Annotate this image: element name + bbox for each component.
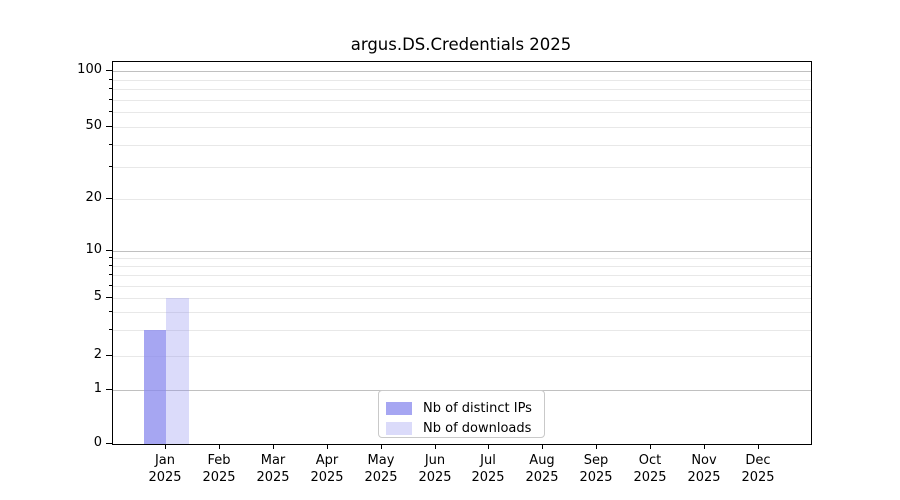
chart-title: argus.DS.Credentials 2025 — [350, 35, 572, 54]
x-tick-mark-nov — [704, 444, 705, 449]
gridline-y-60 — [113, 112, 811, 113]
legend-entry-distinct-ips: Nb of distinct IPs — [386, 398, 544, 418]
x-tick-label-jun: Jun 2025 — [418, 453, 452, 485]
x-tick-label-nov: Nov 2025 — [687, 453, 721, 485]
legend-entry-downloads: Nb of downloads — [386, 418, 544, 438]
y-tick-label-2: 2 — [93, 347, 102, 362]
y-tick-mark-2 — [106, 355, 112, 356]
y-minor-tick-mark-60 — [109, 111, 112, 112]
x-tick-label-apr: Apr 2025 — [310, 453, 344, 485]
gridline-y-80 — [113, 89, 811, 90]
x-tick-label-sep: Sep 2025 — [579, 453, 613, 485]
x-tick-label-feb: Feb 2025 — [202, 453, 236, 485]
y-tick-mark-0 — [106, 443, 112, 444]
gridline-y-5 — [113, 298, 811, 299]
legend-box: Nb of distinct IPs Nb of downloads — [378, 390, 545, 438]
gridline-y-20 — [113, 199, 811, 200]
y-tick-label-10: 10 — [85, 242, 102, 257]
y-minor-tick-mark-80 — [109, 88, 112, 89]
gridline-y-10 — [113, 251, 811, 252]
x-tick-label-oct: Oct 2025 — [633, 453, 667, 485]
y-tick-label-0: 0 — [93, 435, 102, 450]
y-tick-mark-10 — [106, 250, 112, 251]
y-minor-tick-mark-30 — [109, 166, 112, 167]
y-tick-label-100: 100 — [77, 62, 102, 77]
legend-label-downloads: Nb of downloads — [423, 420, 532, 436]
x-tick-mark-jun — [435, 444, 436, 449]
bar-jan-downloads — [166, 298, 189, 444]
y-tick-label-1: 1 — [93, 381, 102, 396]
plot-area — [112, 61, 812, 445]
y-minor-tick-mark-9 — [109, 257, 112, 258]
gridline-y-70 — [113, 100, 811, 101]
x-tick-mark-mar — [273, 444, 274, 449]
y-minor-tick-mark-70 — [109, 99, 112, 100]
y-tick-label-20: 20 — [85, 190, 102, 205]
y-tick-mark-100 — [106, 70, 112, 71]
x-tick-mark-sep — [596, 444, 597, 449]
gridline-y-4 — [113, 312, 811, 313]
gridline-y-90 — [113, 80, 811, 81]
x-tick-label-dec: Dec 2025 — [741, 453, 775, 485]
y-minor-tick-mark-7 — [109, 274, 112, 275]
y-tick-mark-5 — [106, 297, 112, 298]
x-tick-mark-dec — [758, 444, 759, 449]
y-minor-tick-mark-4 — [109, 311, 112, 312]
gridline-y-100 — [113, 71, 811, 72]
y-minor-tick-mark-40 — [109, 144, 112, 145]
x-tick-label-mar: Mar 2025 — [256, 453, 290, 485]
x-tick-label-aug: Aug 2025 — [525, 453, 559, 485]
y-tick-label-50: 50 — [85, 118, 102, 133]
y-minor-tick-mark-6 — [109, 285, 112, 286]
x-tick-label-may: May 2025 — [364, 453, 398, 485]
x-tick-mark-aug — [542, 444, 543, 449]
legend-swatch-downloads — [386, 421, 412, 435]
gridline-y-9 — [113, 258, 811, 259]
bar-jan-distinct-ips — [143, 330, 166, 444]
gridline-y-3 — [113, 330, 811, 331]
x-tick-mark-oct — [650, 444, 651, 449]
x-tick-mark-apr — [327, 444, 328, 449]
x-tick-mark-jul — [488, 444, 489, 449]
gridline-y-8 — [113, 266, 811, 267]
x-tick-mark-jan — [165, 444, 166, 449]
legend-label-distinct-ips: Nb of distinct IPs — [423, 400, 532, 416]
y-tick-mark-50 — [106, 126, 112, 127]
gridline-y-30 — [113, 167, 811, 168]
gridline-y-6 — [113, 286, 811, 287]
y-tick-mark-20 — [106, 198, 112, 199]
x-tick-mark-may — [381, 444, 382, 449]
gridline-y-50 — [113, 127, 811, 128]
x-tick-label-jul: Jul 2025 — [471, 453, 505, 485]
y-tick-label-5: 5 — [93, 289, 102, 304]
gridline-y-2 — [113, 356, 811, 357]
y-tick-mark-1 — [106, 389, 112, 390]
y-minor-tick-mark-8 — [109, 265, 112, 266]
gridline-y-7 — [113, 275, 811, 276]
x-tick-label-jan: Jan 2025 — [148, 453, 182, 485]
y-minor-tick-mark-3 — [109, 329, 112, 330]
gridline-y-40 — [113, 145, 811, 146]
x-tick-mark-feb — [219, 444, 220, 449]
legend-swatch-distinct-ips — [386, 401, 412, 415]
y-minor-tick-mark-90 — [109, 79, 112, 80]
